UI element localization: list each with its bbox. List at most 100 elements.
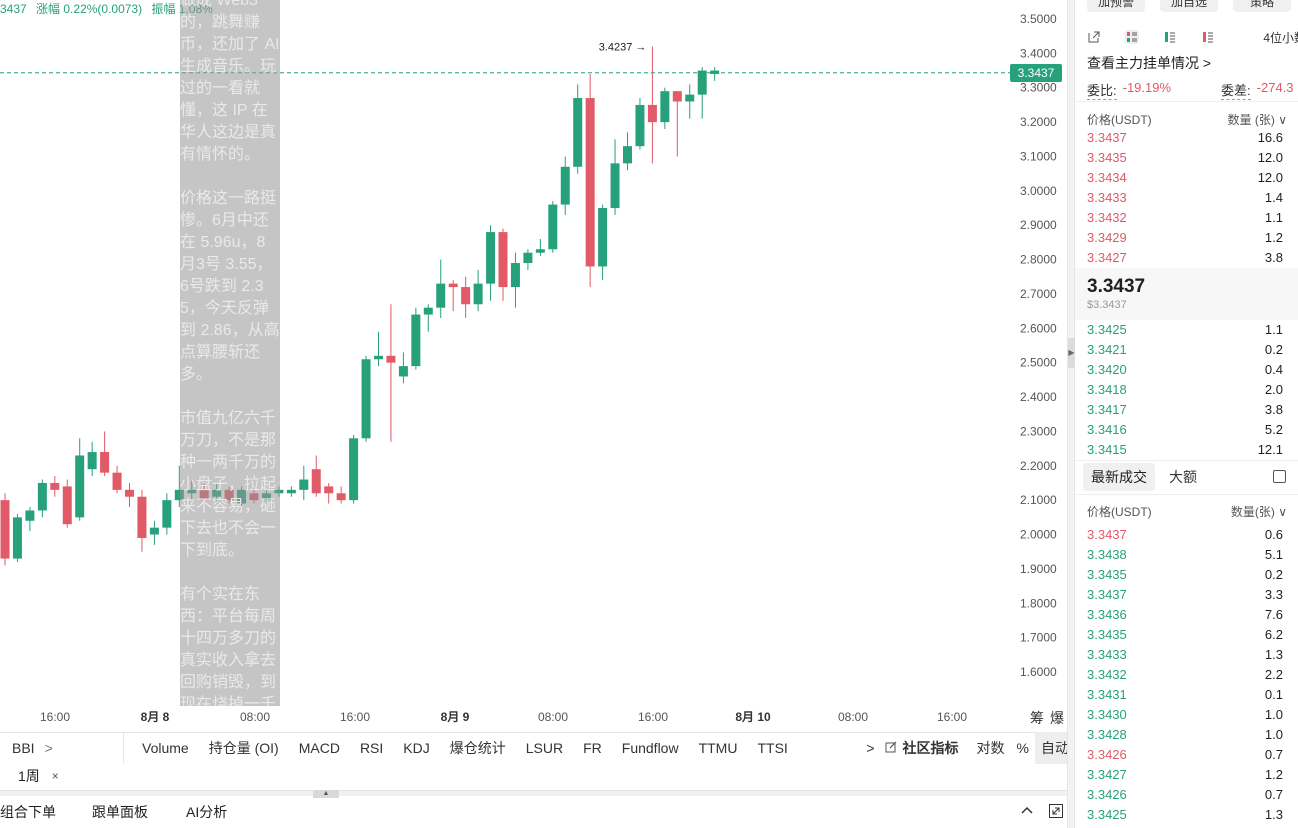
add-favorite-button[interactable]: 加自选: [1160, 0, 1218, 12]
trade-qty: 0.1: [1264, 686, 1283, 702]
popout-icon[interactable]: [1087, 30, 1101, 44]
indicator-volume[interactable]: Volume: [142, 739, 189, 756]
collapse-chevron-icon[interactable]: [1021, 804, 1033, 821]
bid-row[interactable]: 3.3421 0.2: [1075, 339, 1298, 359]
trade-qty: 1.3: [1264, 806, 1283, 822]
trade-row[interactable]: 3.3433 1.3: [1075, 644, 1298, 664]
candle-body: [50, 482, 60, 490]
indicator-ttsi[interactable]: TTSI: [757, 739, 788, 756]
bid-row[interactable]: 3.3417 3.8: [1075, 399, 1298, 419]
trade-qty-header[interactable]: 数量(张) ∨: [1230, 505, 1287, 519]
bid-row[interactable]: 3.3416 5.2: [1075, 419, 1298, 439]
orderbook-asks-icon[interactable]: [1201, 30, 1215, 44]
orderbook-bids-icon[interactable]: [1163, 30, 1177, 44]
bid-qty: 2.0: [1264, 381, 1283, 397]
ask-qty: 12.0: [1257, 169, 1283, 185]
indicator-more[interactable]: >: [866, 739, 875, 756]
trade-row[interactable]: 3.3437 3.3: [1075, 584, 1298, 604]
trade-row[interactable]: 3.3426 0.7: [1075, 784, 1298, 804]
ask-row[interactable]: 3.3433 1.4: [1075, 187, 1298, 207]
chart-tools[interactable]: 筹爆: [1030, 710, 1070, 726]
trade-row[interactable]: 3.3428 1.0: [1075, 724, 1298, 744]
indicator-ttmu[interactable]: TTMU: [698, 739, 738, 756]
candle-body: [411, 314, 421, 367]
orderbook-both-icon[interactable]: [1125, 30, 1139, 44]
current-price-tag: 3.3437: [1010, 64, 1062, 82]
ask-row[interactable]: 3.3434 12.0: [1075, 167, 1298, 187]
tab-latest-trades[interactable]: 最新成交: [1083, 462, 1155, 491]
ask-row[interactable]: 3.3432 1.1: [1075, 207, 1298, 227]
large-trades-checkbox[interactable]: [1273, 470, 1286, 483]
trade-row[interactable]: 3.3425 1.3: [1075, 804, 1298, 824]
indicator-expand[interactable]: >: [44, 739, 53, 756]
period-close-icon[interactable]: ×: [51, 769, 59, 783]
candle-body: [361, 359, 371, 439]
trade-row[interactable]: 3.3437 0.6: [1075, 524, 1298, 544]
ask-qty: 3.8: [1264, 249, 1283, 265]
candle-body: [672, 91, 682, 102]
bid-row[interactable]: 3.3420 0.4: [1075, 359, 1298, 379]
trade-row[interactable]: 3.3435 6.2: [1075, 624, 1298, 644]
add-alert-button[interactable]: 加预警: [1087, 0, 1145, 12]
candle-body: [100, 452, 110, 473]
indicator-bbi[interactable]: BBI: [12, 739, 35, 756]
main-orders-link[interactable]: 查看主力挂单情况 >: [1087, 55, 1212, 71]
trade-row[interactable]: 3.3436 7.6: [1075, 604, 1298, 624]
candle-body: [585, 98, 595, 267]
indicator-rsi[interactable]: RSI: [359, 739, 384, 756]
candlestick-chart[interactable]: 3.5000 3.4000 3.3000 3.2000 3.1000 3.0000 2.90…: [0, 0, 1075, 730]
indicator-oi[interactable]: 持仓量 (OI): [208, 739, 279, 756]
chart-canvas[interactable]: 3.5000 3.4000 3.3000 3.2000 3.1000 3.0000 2.90…: [0, 0, 1075, 730]
qty-column-header[interactable]: 数量 (张) ∨: [1227, 113, 1287, 127]
trade-qty: 0.7: [1264, 746, 1283, 762]
bid-row[interactable]: 3.3425 1.1: [1075, 319, 1298, 339]
ask-row[interactable]: 3.3437 16.6: [1075, 127, 1298, 147]
trade-row[interactable]: 3.3430 1.0: [1075, 704, 1298, 724]
chevron-up-icon[interactable]: ▲: [313, 790, 339, 798]
ask-row[interactable]: 3.3427 3.8: [1075, 247, 1298, 267]
ask-row[interactable]: 3.3435 12.0: [1075, 147, 1298, 167]
community-indicator-button[interactable]: 社区指标: [902, 739, 959, 756]
price-tick-label: 2.2000: [1020, 459, 1057, 473]
trade-row[interactable]: 3.3432 2.2: [1075, 664, 1298, 684]
ask-row[interactable]: 3.3429 1.2: [1075, 227, 1298, 247]
bid-row[interactable]: 3.3415 12.1: [1075, 439, 1298, 459]
ticker-stats: 3437 涨幅 0.22%(0.0073) 振幅 1.08%: [0, 0, 219, 17]
trade-row[interactable]: 3.3431 0.1: [1075, 684, 1298, 704]
tab-copy-trading[interactable]: 跟单面板: [92, 804, 148, 820]
trade-row[interactable]: 3.3426 0.7: [1075, 744, 1298, 764]
trade-row[interactable]: 3.3427 1.2: [1075, 764, 1298, 784]
log-scale-toggle[interactable]: 对数: [976, 739, 1005, 756]
trade-price: 3.3437: [1087, 526, 1127, 542]
overlay-paragraph: 市值九亿六千万刀，不是那种一两千万的小盘子，拉起来不容易，砸下去也不会一下到底。: [180, 410, 277, 559]
indicator-fr[interactable]: FR: [583, 739, 602, 756]
period-tag[interactable]: 1周: [18, 768, 40, 784]
trades-header: 价格(USDT) 数量(张) ∨: [1087, 503, 1287, 520]
tab-combo-order[interactable]: 组合下单: [0, 804, 56, 820]
percent-scale-toggle[interactable]: %: [1016, 739, 1029, 756]
indicator-fundflow[interactable]: Fundflow: [621, 739, 679, 756]
indicator-liquidation[interactable]: 爆仓统计: [449, 739, 506, 756]
candle-body: [0, 500, 10, 559]
edit-icon[interactable]: [881, 740, 901, 756]
trade-qty: 1.3: [1264, 646, 1283, 662]
expand-icon[interactable]: [1049, 803, 1063, 821]
trade-row[interactable]: 3.3435 0.2: [1075, 564, 1298, 584]
strategy-button[interactable]: 策略: [1233, 0, 1291, 12]
indicator-macd[interactable]: MACD: [298, 739, 340, 756]
tab-large-trades[interactable]: 大额: [1169, 468, 1197, 485]
tab-ai-analysis[interactable]: AI分析: [186, 804, 228, 820]
ask-list: 3.3437 16.6 3.3435 12.0 3.3434 12.0 3.3433 1.4 3…: [1075, 127, 1298, 267]
precision-select[interactable]: 4位小数: [1263, 30, 1298, 45]
price-tick-label: 2.7000: [1020, 287, 1057, 301]
vertical-splitter[interactable]: ▶: [1067, 0, 1075, 828]
bid-row[interactable]: 3.3418 2.0: [1075, 379, 1298, 399]
panel-resizer[interactable]: ▲: [0, 790, 1068, 798]
candle-body: [87, 452, 97, 470]
bid-qty: 12.1: [1257, 441, 1283, 457]
indicator-kdj[interactable]: KDJ: [403, 739, 430, 756]
chevron-right-icon[interactable]: ▶: [1068, 338, 1075, 368]
candle-body: [486, 232, 496, 284]
indicator-lsur[interactable]: LSUR: [525, 739, 564, 756]
trade-row[interactable]: 3.3438 5.1: [1075, 544, 1298, 564]
